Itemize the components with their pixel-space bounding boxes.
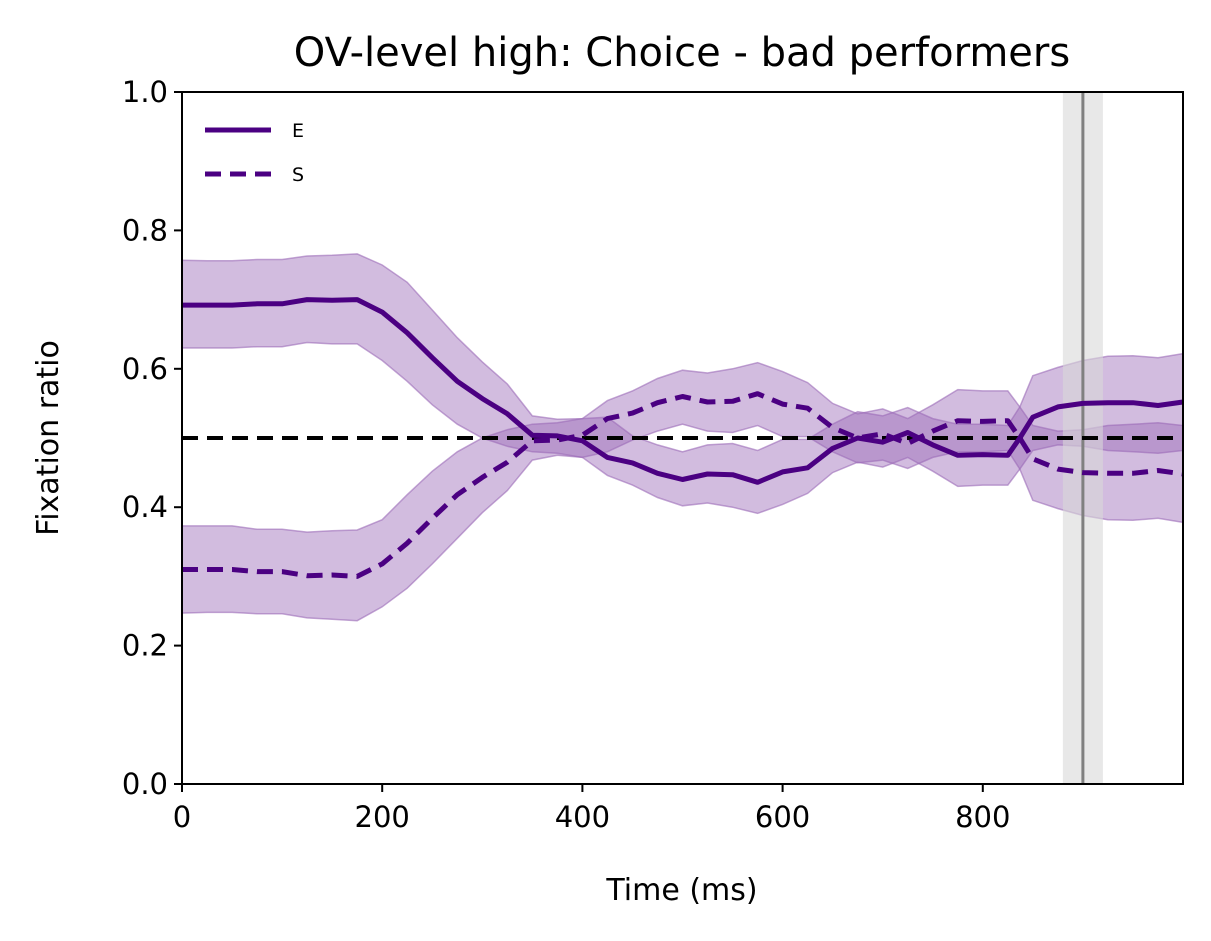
x-tick-label: 400 bbox=[555, 800, 610, 834]
y-tick-label: 0.2 bbox=[122, 629, 168, 663]
series-line-e bbox=[182, 297, 1184, 485]
y-tick-label: 0.6 bbox=[122, 352, 168, 386]
x-axis: 0 200 400 600 800 bbox=[173, 784, 1010, 834]
x-axis-label: Time (ms) bbox=[605, 873, 757, 908]
x-tick-label: 0 bbox=[173, 800, 191, 834]
y-tick-label: 0.8 bbox=[122, 213, 168, 247]
plot-area bbox=[181, 92, 1184, 784]
series-lines bbox=[182, 297, 1184, 579]
x-tick-label: 600 bbox=[755, 800, 810, 834]
x-tick-label: 800 bbox=[955, 800, 1010, 834]
y-axis: 0.0 0.2 0.4 0.6 0.8 1.0 bbox=[122, 75, 182, 801]
legend-label-e: E bbox=[292, 120, 304, 142]
legend: E S bbox=[205, 120, 304, 186]
y-tick-label: 1.0 bbox=[122, 75, 168, 109]
chart-title: OV-level high: Choice - bad performers bbox=[294, 30, 1070, 76]
y-axis-label: Fixation ratio bbox=[31, 340, 66, 536]
series-line-s bbox=[182, 391, 1184, 579]
legend-label-s: S bbox=[292, 164, 304, 186]
axes-frame bbox=[181, 91, 1184, 785]
y-tick-label: 0.4 bbox=[122, 490, 168, 524]
x-tick-label: 200 bbox=[355, 800, 410, 834]
y-tick-label: 0.0 bbox=[122, 767, 168, 801]
